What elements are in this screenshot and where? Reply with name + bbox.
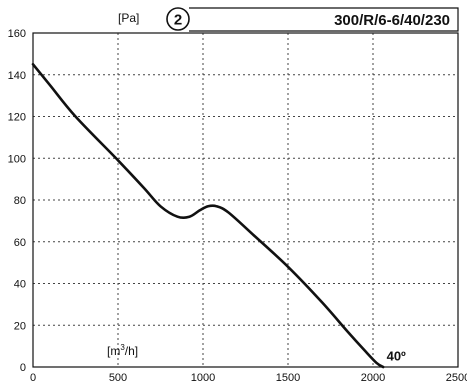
x-tick-label-1: 500: [109, 372, 127, 383]
annotations: 40º: [387, 349, 406, 364]
curve-number-badge: [166, 7, 190, 31]
y-tick-label-1: 20: [14, 320, 26, 332]
header: [Pa] 2 300/R/6-6/40/230: [118, 7, 459, 32]
y-tick-label-2: 40: [14, 279, 26, 291]
x-tick-label-5: 2500: [446, 372, 467, 383]
x-tick-label-4: 2000: [361, 372, 385, 383]
curve-number: 2: [174, 12, 182, 29]
y-tick-label-6: 120: [8, 112, 26, 124]
annotation-0: 40º: [387, 349, 406, 364]
y-tick-label-3: 60: [14, 237, 26, 249]
model-box: [189, 7, 459, 32]
y-tick-label-8: 160: [8, 28, 26, 40]
y-tick-label-4: 80: [14, 195, 26, 207]
x-tick-label-3: 1500: [276, 372, 300, 383]
x-unit-suffix: /h]: [125, 344, 138, 358]
model-name: 300/R/6-6/40/230: [334, 12, 450, 29]
plot-frame: [32, 32, 459, 368]
x-unit-label: [m3/h]: [107, 343, 138, 358]
x-tick-label-0: 0: [30, 372, 36, 383]
y-tick-label-5: 100: [8, 153, 26, 165]
series-layer: [31, 63, 385, 369]
x-unit-prefix: [m: [107, 344, 120, 358]
x-tick-label-2: 1000: [191, 372, 215, 383]
y-tick-label-0: 0: [20, 362, 26, 374]
y-tick-label-7: 140: [8, 70, 26, 82]
y-axis: 0 20 40 60 80 100 120 140 160: [8, 28, 26, 374]
y-unit-label: [Pa]: [118, 11, 139, 25]
series-line-0: [31, 63, 385, 369]
grid: [33, 33, 458, 367]
x-axis: 0 500 1000 1500 2000 2500: [30, 372, 467, 383]
x-unit-superscript: 3: [120, 343, 125, 352]
